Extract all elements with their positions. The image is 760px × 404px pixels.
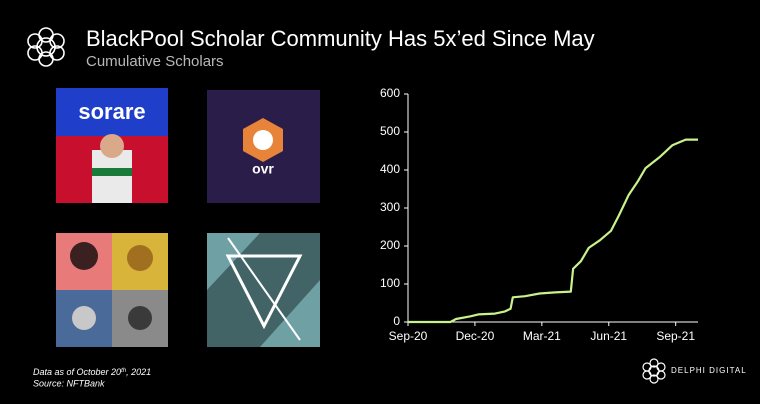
y-tick-label: 100 bbox=[380, 276, 400, 290]
note-end: , 2021 bbox=[126, 367, 151, 377]
brand-logo bbox=[642, 358, 666, 384]
art-image bbox=[56, 233, 168, 347]
line-chart: 0 100 200 300 400 500 600 Sep-20 Dec-20 Mar-21 Jun… bbox=[380, 86, 698, 343]
subtitle: Cumulative Scholars bbox=[86, 53, 224, 70]
ovr-logo: ovr bbox=[252, 161, 274, 177]
brand: DELPHI DIGITAL bbox=[671, 366, 747, 375]
data-line bbox=[408, 138, 698, 324]
x-tick-label: Mar-21 bbox=[523, 329, 561, 343]
y-tick-label: 500 bbox=[380, 124, 400, 138]
x-tick-label: Sep-20 bbox=[389, 329, 428, 343]
y-tick-label: 300 bbox=[380, 200, 400, 214]
x-tick-label: Sep-21 bbox=[656, 329, 695, 343]
x-tick-label: Dec-20 bbox=[456, 329, 495, 343]
data-note: Data as of October 20th, 2021 bbox=[33, 367, 151, 377]
title: BlackPool Scholar Community Has 5x’ed Si… bbox=[86, 26, 595, 51]
sorare-logo: sorare bbox=[78, 99, 145, 124]
y-tick-label: 600 bbox=[380, 86, 400, 100]
y-tick-label: 400 bbox=[380, 162, 400, 176]
x-tick-label: Jun-21 bbox=[590, 329, 627, 343]
y-tick-label: 0 bbox=[393, 314, 400, 328]
logo bbox=[27, 27, 65, 67]
sorare-image: sorare bbox=[56, 88, 168, 203]
triangle-image bbox=[207, 233, 320, 347]
note-sup: th bbox=[121, 368, 127, 374]
note-start: Data as of October 20 bbox=[33, 367, 121, 377]
y-tick-label: 200 bbox=[380, 238, 400, 252]
ovr-image: ovr bbox=[207, 90, 320, 203]
source-note: Source: NFTBank bbox=[33, 378, 105, 388]
